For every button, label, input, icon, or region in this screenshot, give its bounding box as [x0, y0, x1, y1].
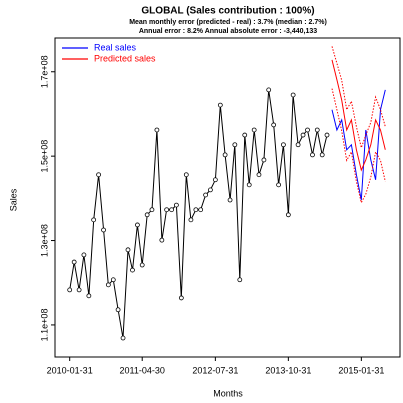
point: [324, 132, 330, 138]
point: [314, 127, 320, 133]
point: [144, 212, 150, 218]
point: [86, 293, 92, 299]
x-tick-label: 2013-10-31: [265, 365, 311, 375]
point: [246, 182, 252, 188]
point: [237, 277, 243, 283]
series-line: [331, 89, 386, 201]
point: [135, 222, 140, 228]
x-tick-label: 2010-01-31: [47, 365, 93, 375]
point: [130, 267, 135, 273]
point: [198, 207, 204, 213]
point: [149, 207, 155, 213]
point: [251, 127, 257, 133]
legend-label: Real sales: [94, 42, 137, 52]
point: [208, 187, 213, 193]
point: [232, 142, 238, 148]
point: [169, 207, 174, 213]
point: [319, 152, 325, 158]
series-line: [331, 46, 386, 150]
point: [281, 142, 286, 148]
point: [193, 207, 199, 213]
y-tick-label: 1.3e+08: [39, 224, 49, 257]
plot-frame: [54, 37, 401, 358]
point: [227, 197, 233, 203]
point: [71, 259, 77, 265]
x-axis-label: Months: [213, 388, 243, 398]
annotation: Annual error : 8.2% Annual absolute erro…: [139, 28, 317, 35]
point: [305, 127, 310, 133]
point: [110, 277, 116, 283]
point: [271, 122, 277, 128]
point: [285, 212, 291, 218]
point: [266, 87, 272, 93]
point: [96, 172, 102, 178]
point: [222, 152, 228, 158]
point: [217, 102, 223, 108]
point: [139, 262, 145, 268]
point: [256, 172, 262, 178]
legend-label: Predicted sales: [94, 53, 156, 63]
point: [261, 157, 267, 163]
point: [300, 132, 306, 138]
point: [212, 177, 218, 183]
point: [242, 132, 248, 138]
point: [105, 282, 111, 288]
point: [295, 142, 301, 148]
x-tick-label: 2015-01-31: [338, 365, 384, 375]
y-tick-label: 1.5e+08: [39, 140, 49, 173]
point: [91, 217, 97, 223]
point: [115, 307, 121, 313]
series-line: [331, 88, 386, 205]
y-tick-label: 1.7e+08: [39, 55, 49, 88]
chart-title: GLOBAL (Sales contribution : 100%): [141, 6, 314, 17]
point: [67, 287, 73, 293]
y-axis-label: Sales: [8, 188, 18, 211]
x-tick-label: 2012-07-31: [192, 365, 238, 375]
point: [81, 252, 87, 258]
point: [125, 247, 131, 253]
chart-subtitle: Mean monthly error (predicted - real) : …: [129, 19, 327, 26]
series-line: [331, 59, 386, 172]
x-tick-label: 2011-04-30: [120, 365, 165, 375]
point: [101, 227, 106, 233]
y-tick-label: 1.1e+08: [39, 309, 49, 342]
point: [159, 237, 165, 243]
point: [120, 335, 126, 341]
point: [154, 127, 160, 133]
point: [183, 172, 189, 178]
point: [310, 152, 315, 158]
point: [76, 287, 82, 293]
point: [290, 92, 296, 98]
point: [178, 295, 184, 301]
point: [203, 192, 209, 198]
point: [188, 217, 194, 223]
point: [276, 182, 282, 188]
point: [173, 202, 179, 208]
point: [164, 207, 170, 213]
